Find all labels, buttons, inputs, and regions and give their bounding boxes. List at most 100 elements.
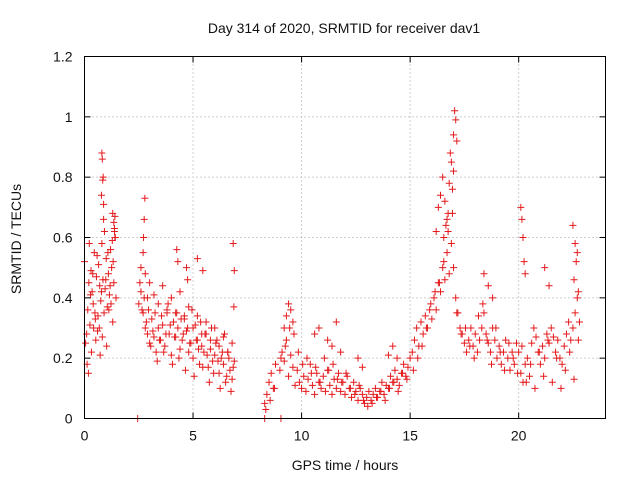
data-point [367, 396, 375, 404]
data-point [211, 351, 219, 359]
data-point [439, 264, 447, 272]
data-point [163, 306, 171, 314]
data-point [186, 339, 194, 347]
data-point [141, 270, 149, 278]
data-point [461, 324, 469, 332]
data-point [502, 336, 510, 344]
data-point [341, 390, 349, 398]
data-point [510, 360, 518, 368]
data-point [406, 354, 414, 362]
data-point [478, 324, 486, 332]
data-point [545, 282, 553, 290]
data-point [217, 354, 225, 362]
data-point [571, 240, 579, 248]
data-point [199, 267, 207, 275]
data-point [450, 167, 458, 175]
data-point [87, 291, 95, 299]
data-point [178, 336, 186, 344]
x-tick-label: 0 [81, 428, 89, 444]
data-point [281, 342, 289, 350]
data-point [180, 315, 188, 323]
data-point [289, 318, 297, 326]
data-point [291, 381, 299, 389]
data-point [194, 345, 202, 353]
data-point [265, 378, 273, 386]
data-point [541, 264, 549, 272]
data-point [427, 300, 435, 308]
data-point [368, 399, 376, 407]
data-point [228, 375, 236, 383]
data-point [312, 363, 320, 371]
data-point [535, 348, 543, 356]
data-point [369, 390, 377, 398]
data-point [565, 318, 573, 326]
data-point [447, 240, 455, 248]
data-point [214, 357, 222, 365]
data-point [150, 291, 158, 299]
data-point [227, 387, 235, 395]
data-point [530, 324, 538, 332]
data-point [440, 258, 448, 266]
data-point [306, 360, 314, 368]
data-point [109, 258, 117, 266]
data-point [432, 227, 440, 235]
data-point [210, 369, 218, 377]
data-point [332, 318, 340, 326]
data-point [521, 270, 529, 278]
data-point [193, 255, 201, 263]
data-point [505, 339, 513, 347]
data-point [348, 393, 356, 401]
data-point [266, 396, 274, 404]
data-point [351, 390, 359, 398]
data-point [295, 378, 303, 386]
data-point [495, 342, 503, 350]
data-point [94, 327, 102, 335]
data-point [221, 330, 229, 338]
x-axis-label: GPS time / hours [292, 457, 399, 473]
data-point [346, 384, 354, 392]
data-point [548, 378, 556, 386]
data-point [303, 354, 311, 362]
data-point [97, 297, 105, 305]
data-point [153, 357, 161, 365]
data-point [141, 194, 149, 202]
data-point [100, 309, 108, 317]
data-point [539, 342, 547, 350]
data-point [394, 387, 402, 395]
data-point [463, 348, 471, 356]
data-point [352, 387, 360, 395]
data-point [562, 330, 570, 338]
data-point [183, 264, 191, 272]
data-point [87, 348, 95, 356]
data-point [573, 294, 581, 302]
data-point [160, 348, 168, 356]
data-point [299, 360, 307, 368]
data-point [480, 270, 488, 278]
data-point [419, 330, 427, 338]
data-point [278, 348, 286, 356]
data-point [141, 324, 149, 332]
data-point [573, 249, 581, 257]
chart-title: Day 314 of 2020, SRMTID for receiver dav… [208, 20, 481, 36]
data-point [205, 378, 213, 386]
data-point [85, 279, 93, 287]
data-point [222, 378, 230, 386]
data-point [569, 221, 577, 229]
data-point [552, 348, 560, 356]
y-tick-label: 1.2 [53, 49, 73, 65]
data-point [561, 366, 569, 374]
data-point [287, 306, 295, 314]
data-point [308, 381, 316, 389]
data-point [325, 366, 333, 374]
data-point [514, 369, 522, 377]
data-point [471, 330, 479, 338]
data-point [409, 366, 417, 374]
data-point [358, 363, 366, 371]
data-point [356, 384, 364, 392]
data-point [408, 348, 416, 356]
data-point [531, 384, 539, 392]
data-point [431, 288, 439, 296]
data-point [198, 342, 206, 350]
data-point [326, 381, 334, 389]
data-point [154, 324, 162, 332]
